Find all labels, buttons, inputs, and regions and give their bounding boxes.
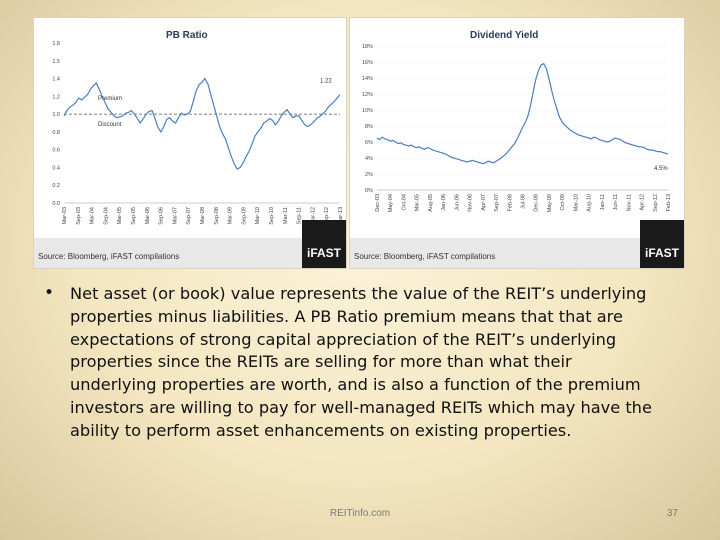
dy-ytick-label: 4%	[365, 156, 373, 162]
pb-source-bar: Source: Bloomberg, iFAST compilations	[34, 238, 346, 268]
dy-xtick-label: Sep-07	[494, 194, 500, 212]
pb-source-text: Source: Bloomberg, iFAST compilations	[38, 252, 180, 261]
dy-ytick-label: 2%	[365, 172, 373, 178]
pb-xtick-label: Mar-12	[310, 207, 316, 224]
pb-last-value-label: 1.22	[320, 79, 332, 85]
pb-xtick-label: Sep-05	[131, 207, 137, 225]
pb-xtick-label: Sep-07	[186, 207, 192, 225]
pb-ratio-chart: PB Ratio 0.0 0.2 0.4 0.6 0.8 1.0 1.2 1.4 1.5 1.8 Ma…	[52, 30, 344, 225]
dy-xtick-label: Jan-06	[441, 194, 447, 211]
dividend-yield-chart-panel: Dividend Yield 0% 2% 4% 6% 8% 10% 12% 14% 16% 18% D…	[350, 18, 684, 268]
pb-ytick-label: 1.2	[52, 94, 60, 100]
dy-ytick-label: 6%	[365, 140, 373, 146]
pb-xtick-label: Sep-12	[324, 207, 330, 225]
pb-xtick-label: Sep-06	[159, 207, 165, 225]
pb-ytick-label: 1.4	[52, 77, 60, 83]
dy-xtick-label: Nov-11	[626, 194, 632, 211]
pb-ytick-label: 1.8	[52, 41, 60, 47]
dy-xtick-label: Oct-09	[560, 194, 566, 211]
pb-ytick-label: 0.2	[52, 183, 60, 189]
pb-xtick-label: Mar-13	[338, 207, 344, 224]
pb-ytick-label: 0.0	[52, 201, 60, 207]
pb-xtick-label: Mar-10	[255, 207, 261, 224]
pb-xtick-label: Sep-08	[214, 207, 220, 225]
pb-xtick-label: Mar-06	[145, 207, 151, 224]
pb-title: PB Ratio	[166, 30, 208, 41]
dy-xtick-label: Feb-13	[666, 194, 672, 211]
pb-ytick-label: 0.6	[52, 148, 60, 154]
dy-ytick-label: 12%	[362, 92, 373, 98]
dy-xtick-label: Aug-10	[587, 194, 593, 212]
bullet-dot: •	[44, 283, 55, 303]
pb-premium-label: Premium	[98, 96, 122, 102]
dy-ytick-label: 18%	[362, 44, 373, 50]
pb-ifast-logo: iFAST	[302, 220, 346, 268]
dy-xtick-label: Oct-04	[401, 194, 407, 211]
dy-source-bar: Source: Bloomberg, iFAST compilations	[350, 238, 684, 268]
dy-ifast-logo: iFAST	[640, 220, 684, 268]
pb-discount-label: Discount	[98, 122, 122, 128]
dy-ytick-label: 14%	[362, 76, 373, 82]
pb-xtick-label: Mar-09	[228, 207, 234, 224]
dy-xtick-label: May-09	[547, 194, 553, 212]
pb-ytick-label: 0.4	[52, 165, 60, 171]
pb-xtick-label: Mar-04	[90, 207, 96, 224]
dy-xtick-label: Aug-05	[428, 194, 434, 212]
dy-xtick-label: Feb-08	[507, 194, 513, 211]
dy-ytick-label: 10%	[362, 108, 373, 114]
pb-xtick-label: Mar-08	[200, 207, 206, 224]
dy-xtick-label: Apr-12	[640, 194, 646, 211]
dy-source-text: Source: Bloomberg, iFAST compilations	[354, 252, 496, 261]
pb-xtick-label: Mar-07	[172, 207, 178, 224]
dy-xtick-label: Apr-07	[481, 194, 487, 211]
dy-ytick-label: 16%	[362, 60, 373, 66]
dy-xtick-label: Dec-03	[375, 194, 381, 212]
page-number: 37	[666, 508, 678, 519]
pb-xtick-label: Sep-04	[103, 207, 109, 225]
pb-series-line	[63, 77, 341, 171]
dy-xtick-label: May-04	[388, 194, 394, 212]
dy-ytick-label: 0%	[365, 188, 373, 194]
dy-xtick-label: Jan-11	[600, 194, 606, 210]
pb-xtick-label: Sep-03	[76, 207, 82, 225]
pb-ytick-label: 0.8	[52, 130, 60, 136]
dy-xtick-label: Jul-08	[521, 194, 527, 209]
footer-site: REITinfo.com	[329, 508, 391, 519]
bullet-text: Net asset (or book) value represents the…	[70, 284, 652, 440]
pb-xtick-label: Mar-11	[283, 207, 289, 224]
pb-xtick-label: Sep-11	[297, 207, 303, 224]
dy-xtick-label: Dec-08	[534, 194, 540, 212]
dividend-yield-chart: Dividend Yield 0% 2% 4% 6% 8% 10% 12% 14% 16% 18% D…	[362, 30, 672, 212]
pb-ytick-label: 1.5	[52, 59, 60, 65]
dy-xtick-label: Sep-12	[653, 194, 659, 212]
pb-xtick-label: Sep-09	[241, 207, 247, 225]
pb-ytick-label: 1.0	[52, 112, 60, 118]
dy-xtick-label: Mar-05	[415, 194, 421, 211]
pb-xtick-label: Sep-10	[269, 207, 275, 225]
dy-xtick-label: Jun-11	[613, 194, 619, 210]
dy-xtick-label: Mar-10	[573, 194, 579, 211]
dy-series-line	[376, 62, 669, 165]
pb-ratio-chart-panel: PB Ratio 0.0 0.2 0.4 0.6 0.8 1.0 1.2 1.4 1.5 1.8 Ma…	[34, 18, 346, 268]
dy-last-value-label: 4.5%	[654, 166, 668, 172]
dy-title: Dividend Yield	[470, 30, 538, 41]
dy-xtick-label: Nov-06	[468, 194, 474, 212]
dy-xtick-label: Jun-06	[454, 194, 460, 211]
pb-xtick-label: Mar-05	[117, 207, 123, 224]
dy-ytick-label: 8%	[365, 124, 373, 130]
pb-xtick-label: Mar-03	[62, 207, 68, 224]
